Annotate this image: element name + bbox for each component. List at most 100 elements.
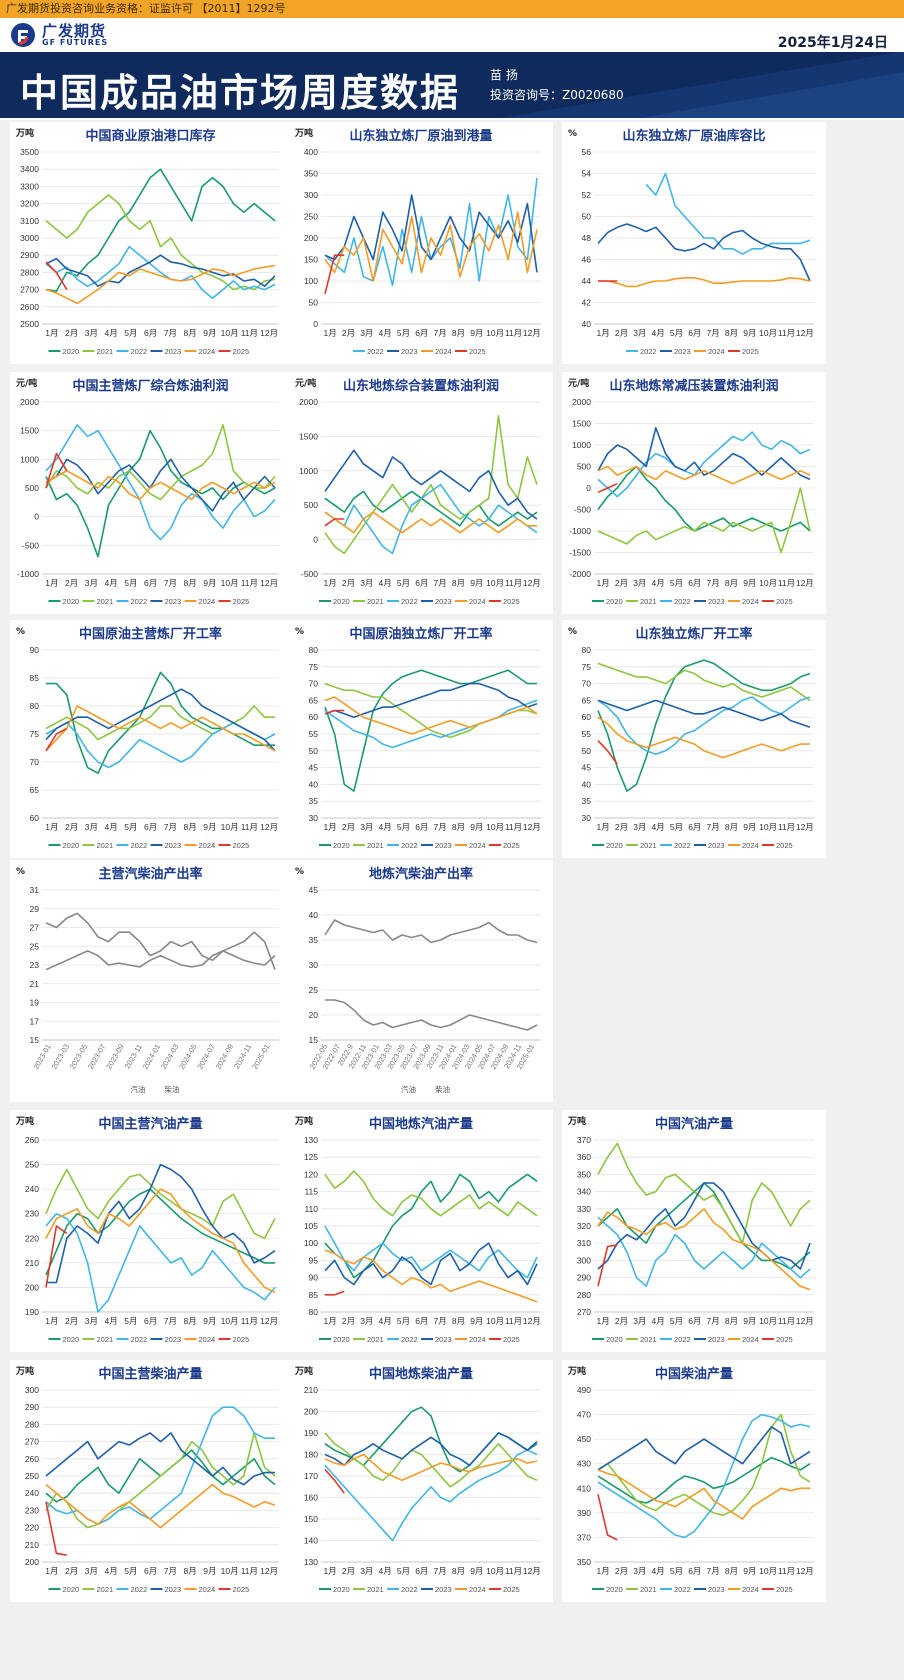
y-tick-label: 44 bbox=[582, 276, 592, 286]
series-line-汽油 bbox=[325, 999, 538, 1031]
x-tick-label: 1月 bbox=[45, 328, 58, 338]
legend-label: 2020 bbox=[606, 841, 623, 850]
series-line-2024 bbox=[324, 511, 537, 534]
x-tick-label: 11月 bbox=[778, 578, 795, 588]
y-tick-label: 370 bbox=[577, 1532, 591, 1542]
series-line-2024 bbox=[45, 1483, 276, 1529]
legend-label: 2020 bbox=[333, 597, 350, 606]
x-tick-label: 10月 bbox=[759, 1316, 777, 1326]
y-tick-label: 0 bbox=[586, 483, 591, 493]
legend-label: 2021 bbox=[640, 1335, 657, 1344]
x-tick-label: 6月 bbox=[688, 1566, 701, 1576]
series-line-2025 bbox=[45, 1501, 67, 1556]
y-tick-label: 1500 bbox=[572, 419, 591, 429]
legend-label: 2025 bbox=[503, 1335, 520, 1344]
y-tick-label: 290 bbox=[25, 1402, 39, 1412]
x-tick-label: 10月 bbox=[759, 578, 777, 588]
chart-svg-c7: 中国原油主营炼厂开工率% 60 65 70 75 80 85 90 1月 2月 3月 4月 5月 6月 7月… bbox=[16, 626, 279, 850]
legend-label: 2024 bbox=[708, 347, 725, 356]
y-tick-label: 320 bbox=[577, 1221, 591, 1231]
legend-label: 2025 bbox=[233, 347, 250, 356]
y-tick-label: 350 bbox=[577, 1169, 591, 1179]
legend-label: 2022 bbox=[367, 347, 384, 356]
chart-title: 山东地炼综合装置炼油利润 bbox=[343, 378, 499, 394]
legend-label: 2023 bbox=[401, 347, 418, 356]
x-tick-label: 7月 bbox=[434, 1566, 447, 1576]
y-tick-label: 1500 bbox=[20, 426, 39, 436]
author-name: 苗 扬 bbox=[490, 68, 518, 82]
x-tick-label: 3月 bbox=[633, 578, 646, 588]
legend-label: 2020 bbox=[606, 1585, 623, 1594]
y-tick-label: 350 bbox=[577, 1557, 591, 1567]
legend-label: 2022 bbox=[131, 841, 148, 850]
x-tick-label: 5月 bbox=[670, 1566, 683, 1576]
series-line-2024 bbox=[324, 696, 538, 735]
y-tick-label: 80 bbox=[309, 645, 319, 655]
y-tick-label: 50 bbox=[582, 746, 592, 756]
chart-panel-c11: 地炼汽柴油产出率% 15 20 25 30 35 40 45 2022-05 2022-07 202… bbox=[289, 860, 553, 1102]
chart-svg-c9: 山东独立炼厂开工率% 30 35 40 45 50 55 60 65 70 75 80 1月 2月 3月 4月… bbox=[568, 626, 814, 850]
series-line-2025 bbox=[597, 1244, 618, 1287]
y-tick-label: 210 bbox=[304, 1385, 318, 1395]
chart-unit-label: 万吨 bbox=[567, 1115, 586, 1127]
series-line-2024 bbox=[45, 264, 276, 305]
y-tick-label: 180 bbox=[304, 1450, 318, 1460]
x-tick-label: 8月 bbox=[725, 822, 738, 832]
x-tick-label: 1月 bbox=[597, 328, 610, 338]
x-tick-label: 9月 bbox=[203, 578, 216, 588]
y-tick-label: 0 bbox=[313, 535, 318, 545]
series-line-柴油 bbox=[324, 919, 538, 944]
series-line-2024 bbox=[597, 1469, 810, 1520]
legend-label: 2022 bbox=[674, 597, 691, 606]
chart-panel-c9: 山东独立炼厂开工率% 30 35 40 45 50 55 60 65 70 75 80 1月 2月 3月 4月… bbox=[562, 620, 826, 858]
legend-label: 2023 bbox=[435, 1335, 452, 1344]
y-tick-label: 120 bbox=[304, 1169, 318, 1179]
chart-title: 中国商业原油港口库存 bbox=[85, 128, 215, 144]
y-tick-label: 200 bbox=[304, 1407, 318, 1417]
series-line-2024 bbox=[45, 1188, 276, 1294]
chart-panel-c12: 中国主营汽油产量 万吨 190 200 210 220 230 240 250 260 1月 2月 3月… bbox=[10, 1110, 291, 1352]
x-tick-label: 11月 bbox=[241, 328, 258, 338]
legend-label: 2022 bbox=[131, 1335, 148, 1344]
y-tick-label: 230 bbox=[25, 1209, 39, 1219]
chart-unit-label: % bbox=[295, 867, 304, 877]
legend-label: 2024 bbox=[199, 347, 216, 356]
legend-label: 2024 bbox=[742, 597, 759, 606]
x-tick-label: 8月 bbox=[184, 1566, 197, 1576]
series-line-2022 bbox=[45, 1212, 276, 1313]
legend-label: 2021 bbox=[97, 1585, 114, 1594]
chart-svg-c15: 中国主营柴油产量 万吨 200 210 220 230 240 250 260 270 280 290… bbox=[15, 1365, 279, 1594]
y-tick-label: 125 bbox=[304, 1152, 318, 1162]
legend-label: 柴油 bbox=[435, 1084, 450, 1094]
legend-label: 2025 bbox=[503, 1585, 520, 1594]
y-tick-label: 90 bbox=[30, 645, 40, 655]
x-tick-label: 10月 bbox=[486, 1316, 504, 1326]
y-tick-label: 0 bbox=[34, 512, 39, 522]
legend-label: 2023 bbox=[165, 1585, 182, 1594]
legend-label: 2021 bbox=[97, 347, 114, 356]
x-tick-label: 2月 bbox=[342, 822, 355, 832]
y-tick-label: 40 bbox=[309, 779, 319, 789]
series-line-2023 bbox=[597, 426, 811, 481]
legend-label: 2022 bbox=[131, 347, 148, 356]
x-tick-label: 3月 bbox=[85, 578, 98, 588]
y-tick-label: 200 bbox=[25, 1557, 39, 1567]
x-tick-label: 2月 bbox=[342, 578, 355, 588]
y-tick-label: 60 bbox=[309, 712, 319, 722]
x-tick-label: 12月 bbox=[523, 822, 541, 832]
x-tick-label: 2月 bbox=[615, 328, 628, 338]
y-tick-label: 65 bbox=[309, 695, 319, 705]
chart-unit-label: 元/吨 bbox=[568, 377, 589, 389]
x-tick-label: 12月 bbox=[523, 1566, 541, 1576]
legend-label: 2020 bbox=[63, 347, 80, 356]
y-tick-label: 19 bbox=[30, 998, 40, 1008]
chart-title: 中国原油独立炼厂开工率 bbox=[349, 626, 492, 642]
series-line-2025 bbox=[597, 1494, 618, 1541]
y-tick-label: 300 bbox=[577, 1255, 591, 1265]
x-tick-label: 9月 bbox=[203, 1316, 216, 1326]
y-tick-label: 490 bbox=[577, 1385, 591, 1395]
y-tick-label: 3000 bbox=[20, 233, 39, 243]
legend-label: 2021 bbox=[97, 841, 114, 850]
chart-panel-c8: 中国原油独立炼厂开工率% 30 35 40 45 50 55 60 65 70 75 80 1月 2月 3月… bbox=[289, 620, 553, 858]
series-line-2020 bbox=[324, 1173, 538, 1279]
